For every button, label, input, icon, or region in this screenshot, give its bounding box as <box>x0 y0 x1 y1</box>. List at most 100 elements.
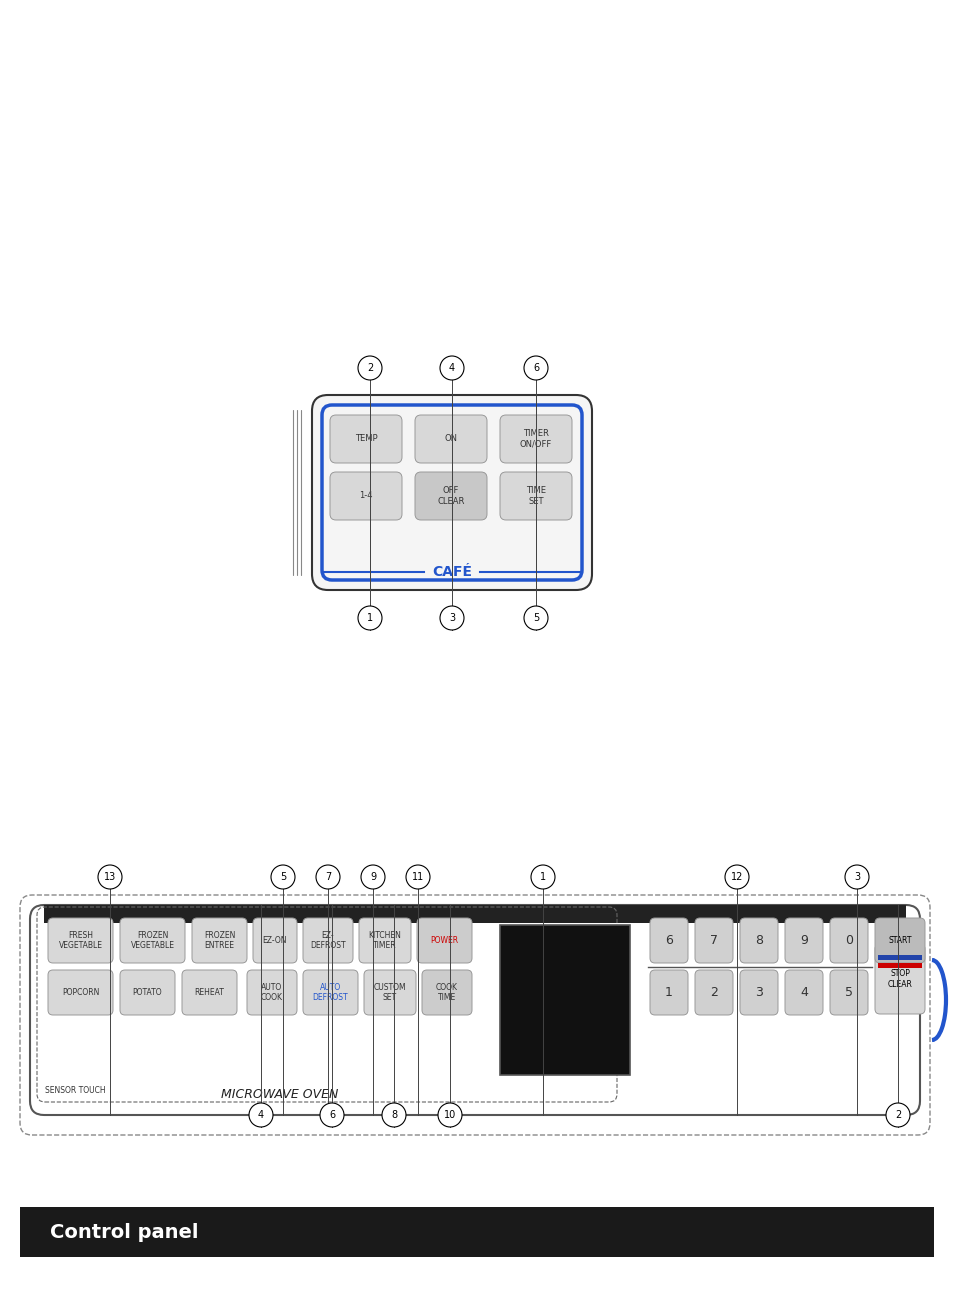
Text: 2: 2 <box>894 1110 901 1120</box>
FancyBboxPatch shape <box>303 918 353 963</box>
Circle shape <box>360 865 385 889</box>
Text: 1-4: 1-4 <box>359 491 373 501</box>
FancyBboxPatch shape <box>182 970 236 1016</box>
Bar <box>20 1206 933 1257</box>
Text: 8: 8 <box>391 1110 396 1120</box>
FancyBboxPatch shape <box>415 416 486 463</box>
Text: 9: 9 <box>800 935 807 948</box>
Text: STOP
CLEAR: STOP CLEAR <box>886 968 911 989</box>
FancyBboxPatch shape <box>499 416 572 463</box>
FancyBboxPatch shape <box>247 970 296 1016</box>
Text: OFF
CLEAR: OFF CLEAR <box>436 486 464 506</box>
Text: TIME
SET: TIME SET <box>525 486 545 506</box>
Text: CUSTOM
SET: CUSTOM SET <box>374 983 406 1002</box>
Text: AUTO
COOK: AUTO COOK <box>261 983 283 1002</box>
FancyBboxPatch shape <box>364 970 416 1016</box>
Bar <box>877 955 921 961</box>
Text: KITCHEN
TIMER: KITCHEN TIMER <box>368 931 401 950</box>
Text: 6: 6 <box>329 1110 335 1120</box>
Circle shape <box>439 356 463 380</box>
FancyBboxPatch shape <box>330 472 401 520</box>
Circle shape <box>357 356 381 380</box>
Bar <box>877 963 921 968</box>
Text: 8: 8 <box>754 935 762 948</box>
FancyBboxPatch shape <box>312 395 592 589</box>
Text: TIMER
ON/OFF: TIMER ON/OFF <box>519 429 552 448</box>
FancyBboxPatch shape <box>874 944 924 1014</box>
Text: 11: 11 <box>412 872 424 882</box>
Text: 3: 3 <box>754 985 762 999</box>
Text: 5: 5 <box>279 872 286 882</box>
FancyBboxPatch shape <box>695 918 732 963</box>
Circle shape <box>437 1103 461 1127</box>
FancyBboxPatch shape <box>416 918 472 963</box>
Text: 3: 3 <box>449 613 455 623</box>
Text: 5: 5 <box>533 613 538 623</box>
FancyBboxPatch shape <box>120 918 185 963</box>
FancyBboxPatch shape <box>649 918 687 963</box>
Text: AUTO
DEFROST: AUTO DEFROST <box>313 983 348 1002</box>
FancyBboxPatch shape <box>330 416 401 463</box>
Text: 6: 6 <box>664 935 672 948</box>
Text: Control panel: Control panel <box>50 1222 198 1242</box>
Text: 4: 4 <box>449 363 455 372</box>
FancyBboxPatch shape <box>358 918 411 963</box>
Text: 10: 10 <box>443 1110 456 1120</box>
Circle shape <box>439 606 463 630</box>
FancyBboxPatch shape <box>192 918 247 963</box>
Text: SENSOR TOUCH: SENSOR TOUCH <box>45 1086 106 1095</box>
Text: ON: ON <box>444 434 457 443</box>
Text: REHEAT: REHEAT <box>194 988 224 997</box>
Circle shape <box>357 606 381 630</box>
Text: 4: 4 <box>257 1110 264 1120</box>
Circle shape <box>844 865 868 889</box>
Text: 2: 2 <box>709 985 718 999</box>
FancyBboxPatch shape <box>303 970 357 1016</box>
Circle shape <box>523 606 547 630</box>
Text: 3: 3 <box>853 872 860 882</box>
Text: FROZEN
ENTREE: FROZEN ENTREE <box>204 931 235 950</box>
Text: 1: 1 <box>367 613 373 623</box>
Text: POWER: POWER <box>430 936 458 945</box>
Text: 7: 7 <box>709 935 718 948</box>
FancyBboxPatch shape <box>829 918 867 963</box>
Circle shape <box>315 865 339 889</box>
FancyBboxPatch shape <box>740 970 778 1016</box>
FancyBboxPatch shape <box>499 472 572 520</box>
Circle shape <box>249 1103 273 1127</box>
Text: 5: 5 <box>844 985 852 999</box>
Text: 2: 2 <box>367 363 373 372</box>
Text: 4: 4 <box>800 985 807 999</box>
FancyBboxPatch shape <box>415 472 486 520</box>
Text: 0: 0 <box>844 935 852 948</box>
FancyBboxPatch shape <box>30 904 919 1115</box>
FancyBboxPatch shape <box>874 918 924 963</box>
Text: MICROWAVE OVEN: MICROWAVE OVEN <box>221 1087 338 1100</box>
Text: FROZEN
VEGETABLE: FROZEN VEGETABLE <box>131 931 174 950</box>
Text: START: START <box>887 936 911 945</box>
Text: TEMP: TEMP <box>355 434 377 443</box>
Text: CAFÉ: CAFÉ <box>432 565 472 579</box>
Circle shape <box>98 865 122 889</box>
Circle shape <box>271 865 294 889</box>
FancyBboxPatch shape <box>740 918 778 963</box>
Text: 9: 9 <box>370 872 375 882</box>
FancyBboxPatch shape <box>695 970 732 1016</box>
Text: EZ-
DEFROST: EZ- DEFROST <box>310 931 345 950</box>
Circle shape <box>381 1103 406 1127</box>
FancyBboxPatch shape <box>829 970 867 1016</box>
FancyBboxPatch shape <box>649 970 687 1016</box>
Circle shape <box>531 865 555 889</box>
Circle shape <box>724 865 748 889</box>
Text: 1: 1 <box>539 872 545 882</box>
Circle shape <box>885 1103 909 1127</box>
FancyBboxPatch shape <box>784 970 822 1016</box>
Text: COOK
TIME: COOK TIME <box>436 983 457 1002</box>
FancyBboxPatch shape <box>421 970 472 1016</box>
FancyBboxPatch shape <box>784 918 822 963</box>
Text: 6: 6 <box>533 363 538 372</box>
FancyBboxPatch shape <box>48 970 112 1016</box>
Text: POPCORN: POPCORN <box>62 988 99 997</box>
FancyBboxPatch shape <box>48 918 112 963</box>
FancyBboxPatch shape <box>120 970 174 1016</box>
